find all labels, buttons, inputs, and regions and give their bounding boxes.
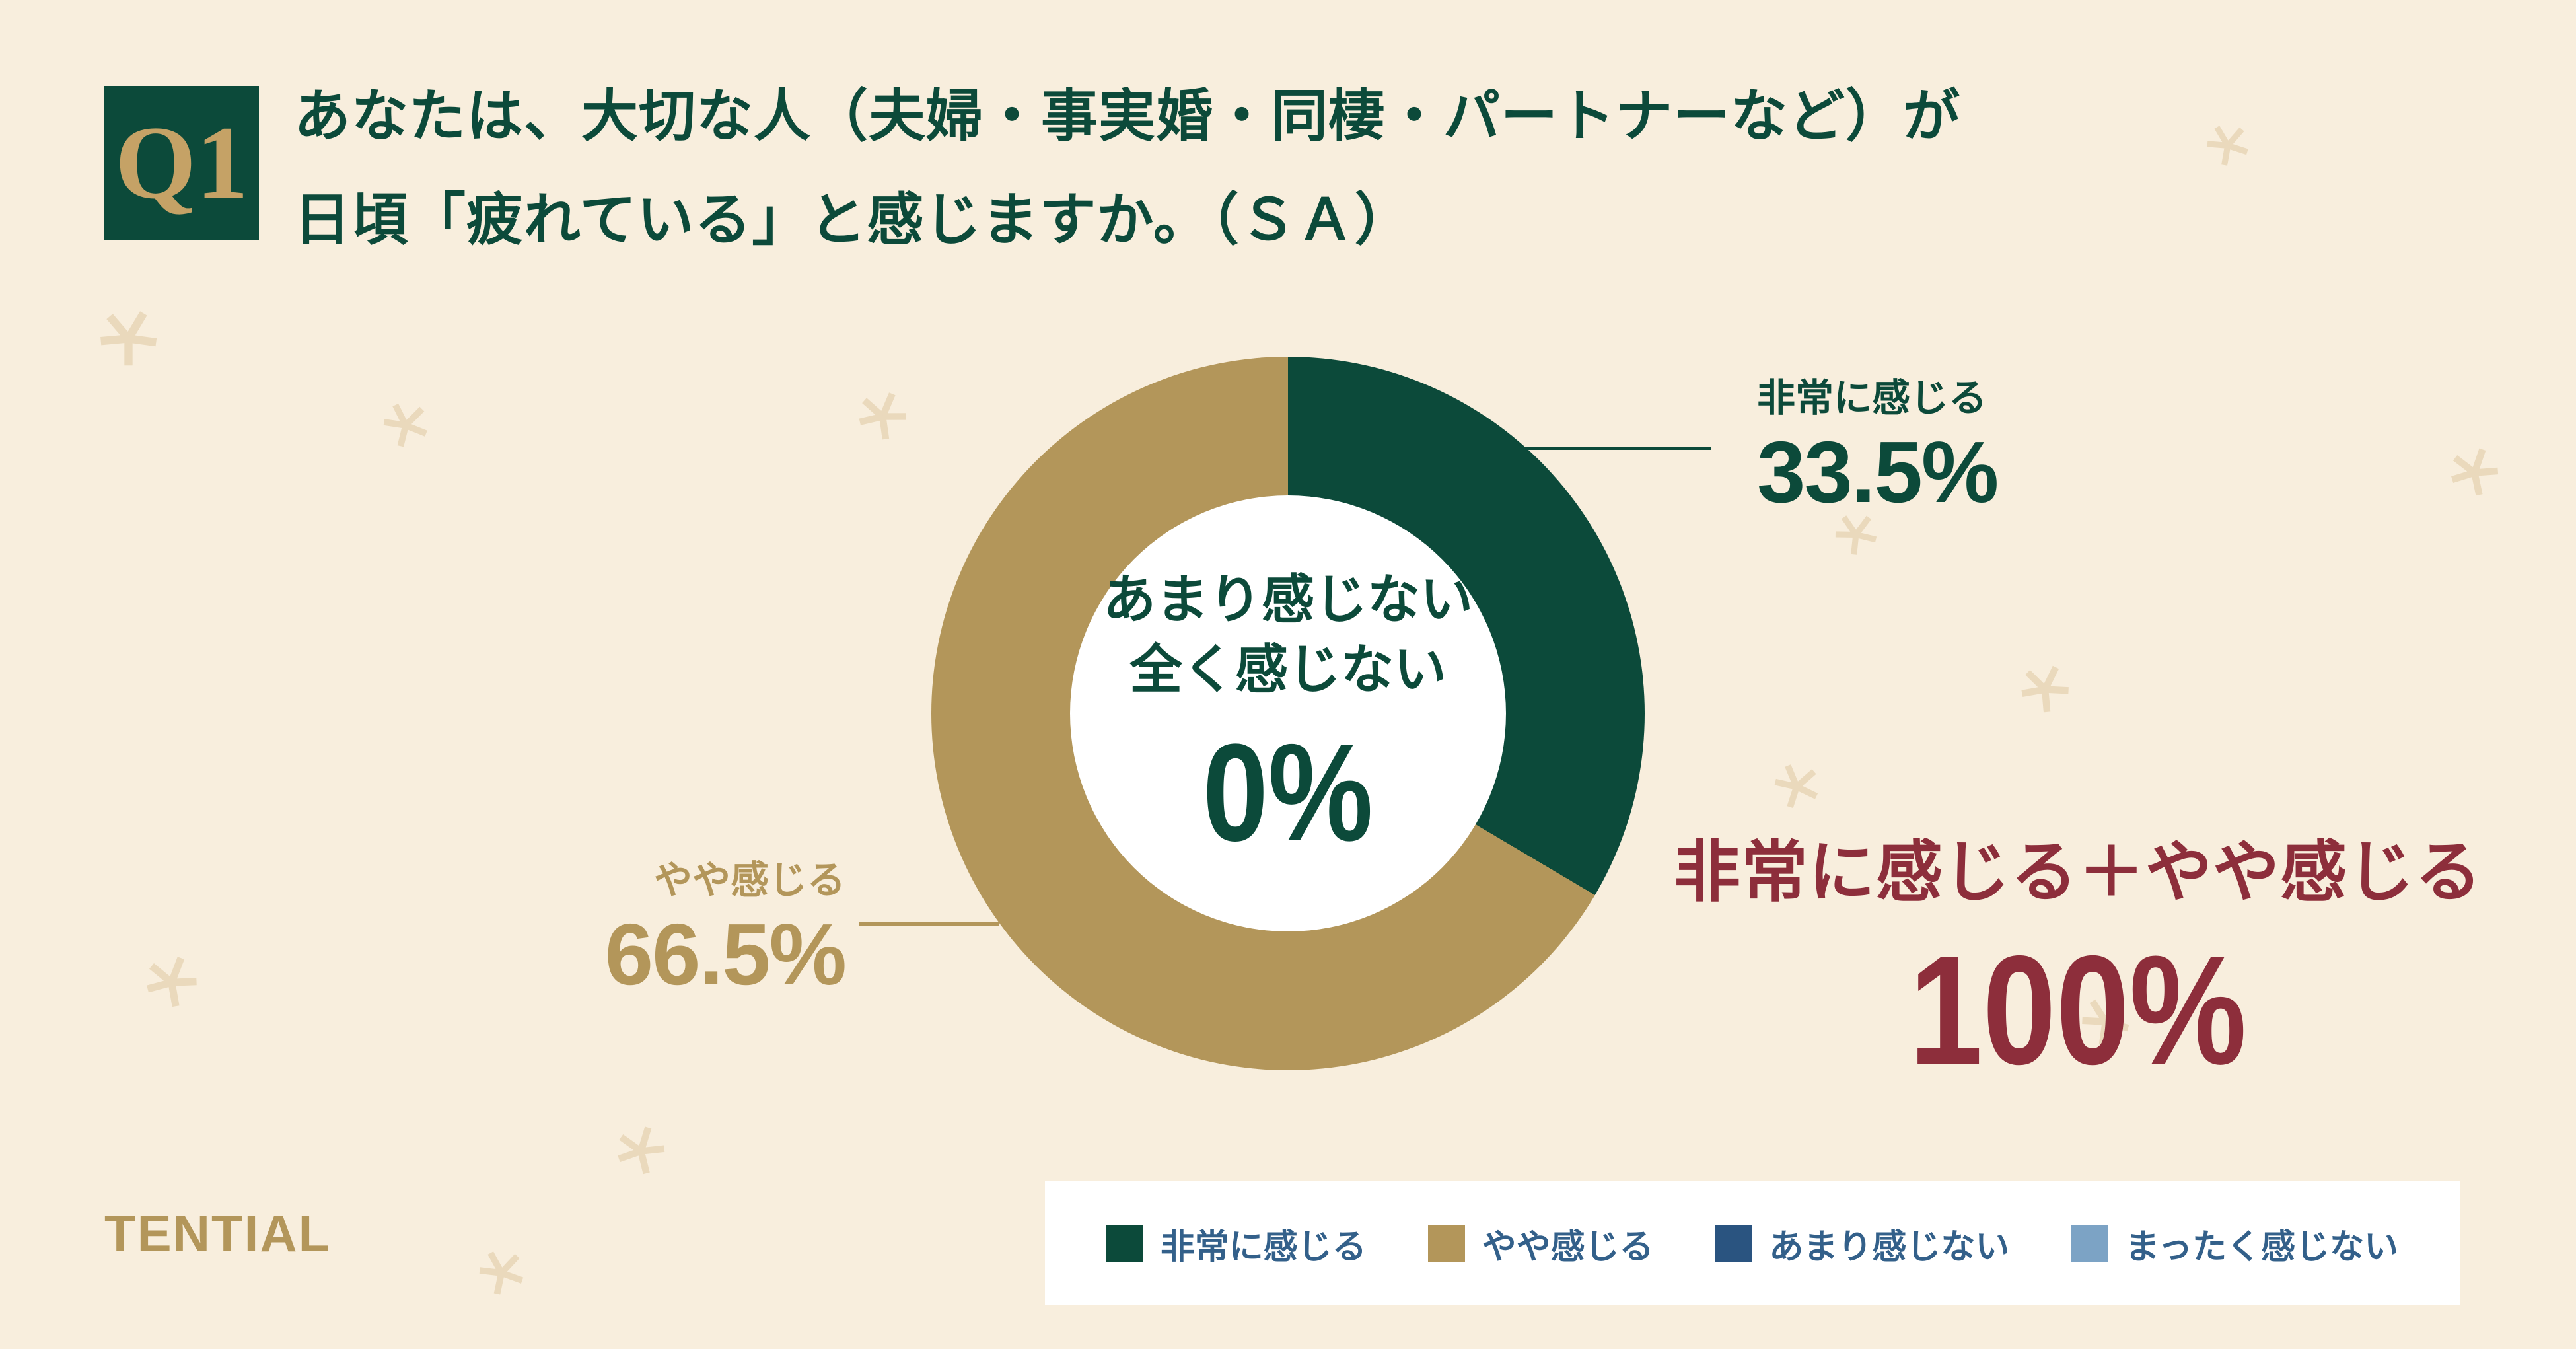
legend-label: まったく感じない xyxy=(2125,1227,2399,1266)
sparkle-icon xyxy=(2201,118,2254,171)
donut-chart: あまり感じない 全く感じない 0% xyxy=(931,357,1645,1070)
question-badge: Q1 xyxy=(104,86,259,240)
leader-line-right xyxy=(1522,447,1711,450)
legend-item: あまり感じない xyxy=(1715,1219,2009,1268)
callout-left-value: 66.5% xyxy=(604,905,847,1003)
callout-right: 非常に感じる 33.5% xyxy=(1757,375,1999,521)
sparkle-icon xyxy=(1766,754,1828,817)
legend-label: あまり感じない xyxy=(1769,1227,2010,1266)
callout-right-label: 非常に感じる xyxy=(1757,377,1987,419)
donut-center-note-line1: あまり感じない xyxy=(1103,570,1473,630)
sparkle-icon xyxy=(2017,660,2074,717)
legend-label: 非常に感じる xyxy=(1160,1227,1367,1266)
question-title: あなたは、大切な人（夫婦・事実婚・同棲・パートナーなど）が 日頃「疲れている」と… xyxy=(294,65,1960,272)
highlight-label: 非常に感じる＋やや感じる xyxy=(1673,836,2482,910)
question-badge-label: Q1 xyxy=(115,104,248,221)
legend-swatch xyxy=(1715,1225,1752,1262)
brand-logo: TENTIAL xyxy=(104,1204,332,1262)
donut-center-note-line2: 全く感じない xyxy=(1129,640,1447,699)
sparkle-icon xyxy=(97,306,160,369)
sparkle-icon xyxy=(139,949,203,1013)
highlight-summary: 非常に感じる＋やや感じる 100% xyxy=(1671,831,2485,1092)
chart-legend: 非常に感じる やや感じる あまり感じない まったく感じない xyxy=(1045,1181,2460,1305)
leader-line-left xyxy=(859,922,999,926)
donut-center-value: 0% xyxy=(1202,714,1373,870)
donut-center: あまり感じない 全く感じない 0% xyxy=(1070,495,1506,931)
callout-left: やや感じる 66.5% xyxy=(542,857,847,1003)
legend-label: やや感じる xyxy=(1482,1227,1654,1266)
legend-item: やや感じる xyxy=(1427,1219,1654,1268)
legend-swatch xyxy=(2071,1225,2108,1262)
legend-item: 非常に感じる xyxy=(1106,1219,1367,1268)
legend-swatch xyxy=(1427,1225,1465,1262)
sparkle-icon xyxy=(376,394,436,455)
legend-swatch xyxy=(1106,1225,1143,1262)
question-line-1: あなたは、大切な人（夫婦・事実婚・同棲・パートナーなど）が xyxy=(294,85,1960,148)
sparkle-icon xyxy=(609,1118,673,1183)
callout-left-label: やや感じる xyxy=(653,859,845,902)
sparkle-icon xyxy=(853,386,912,445)
question-line-2: 日頃「疲れている」と感じますか。（ＳＡ） xyxy=(294,188,1412,252)
sparkle-icon xyxy=(472,1243,531,1301)
legend-item: まったく感じない xyxy=(2071,1219,2398,1268)
highlight-value: 100% xyxy=(1909,923,2247,1097)
sparkle-icon xyxy=(2443,441,2506,503)
callout-right-value: 33.5% xyxy=(1757,423,1999,521)
